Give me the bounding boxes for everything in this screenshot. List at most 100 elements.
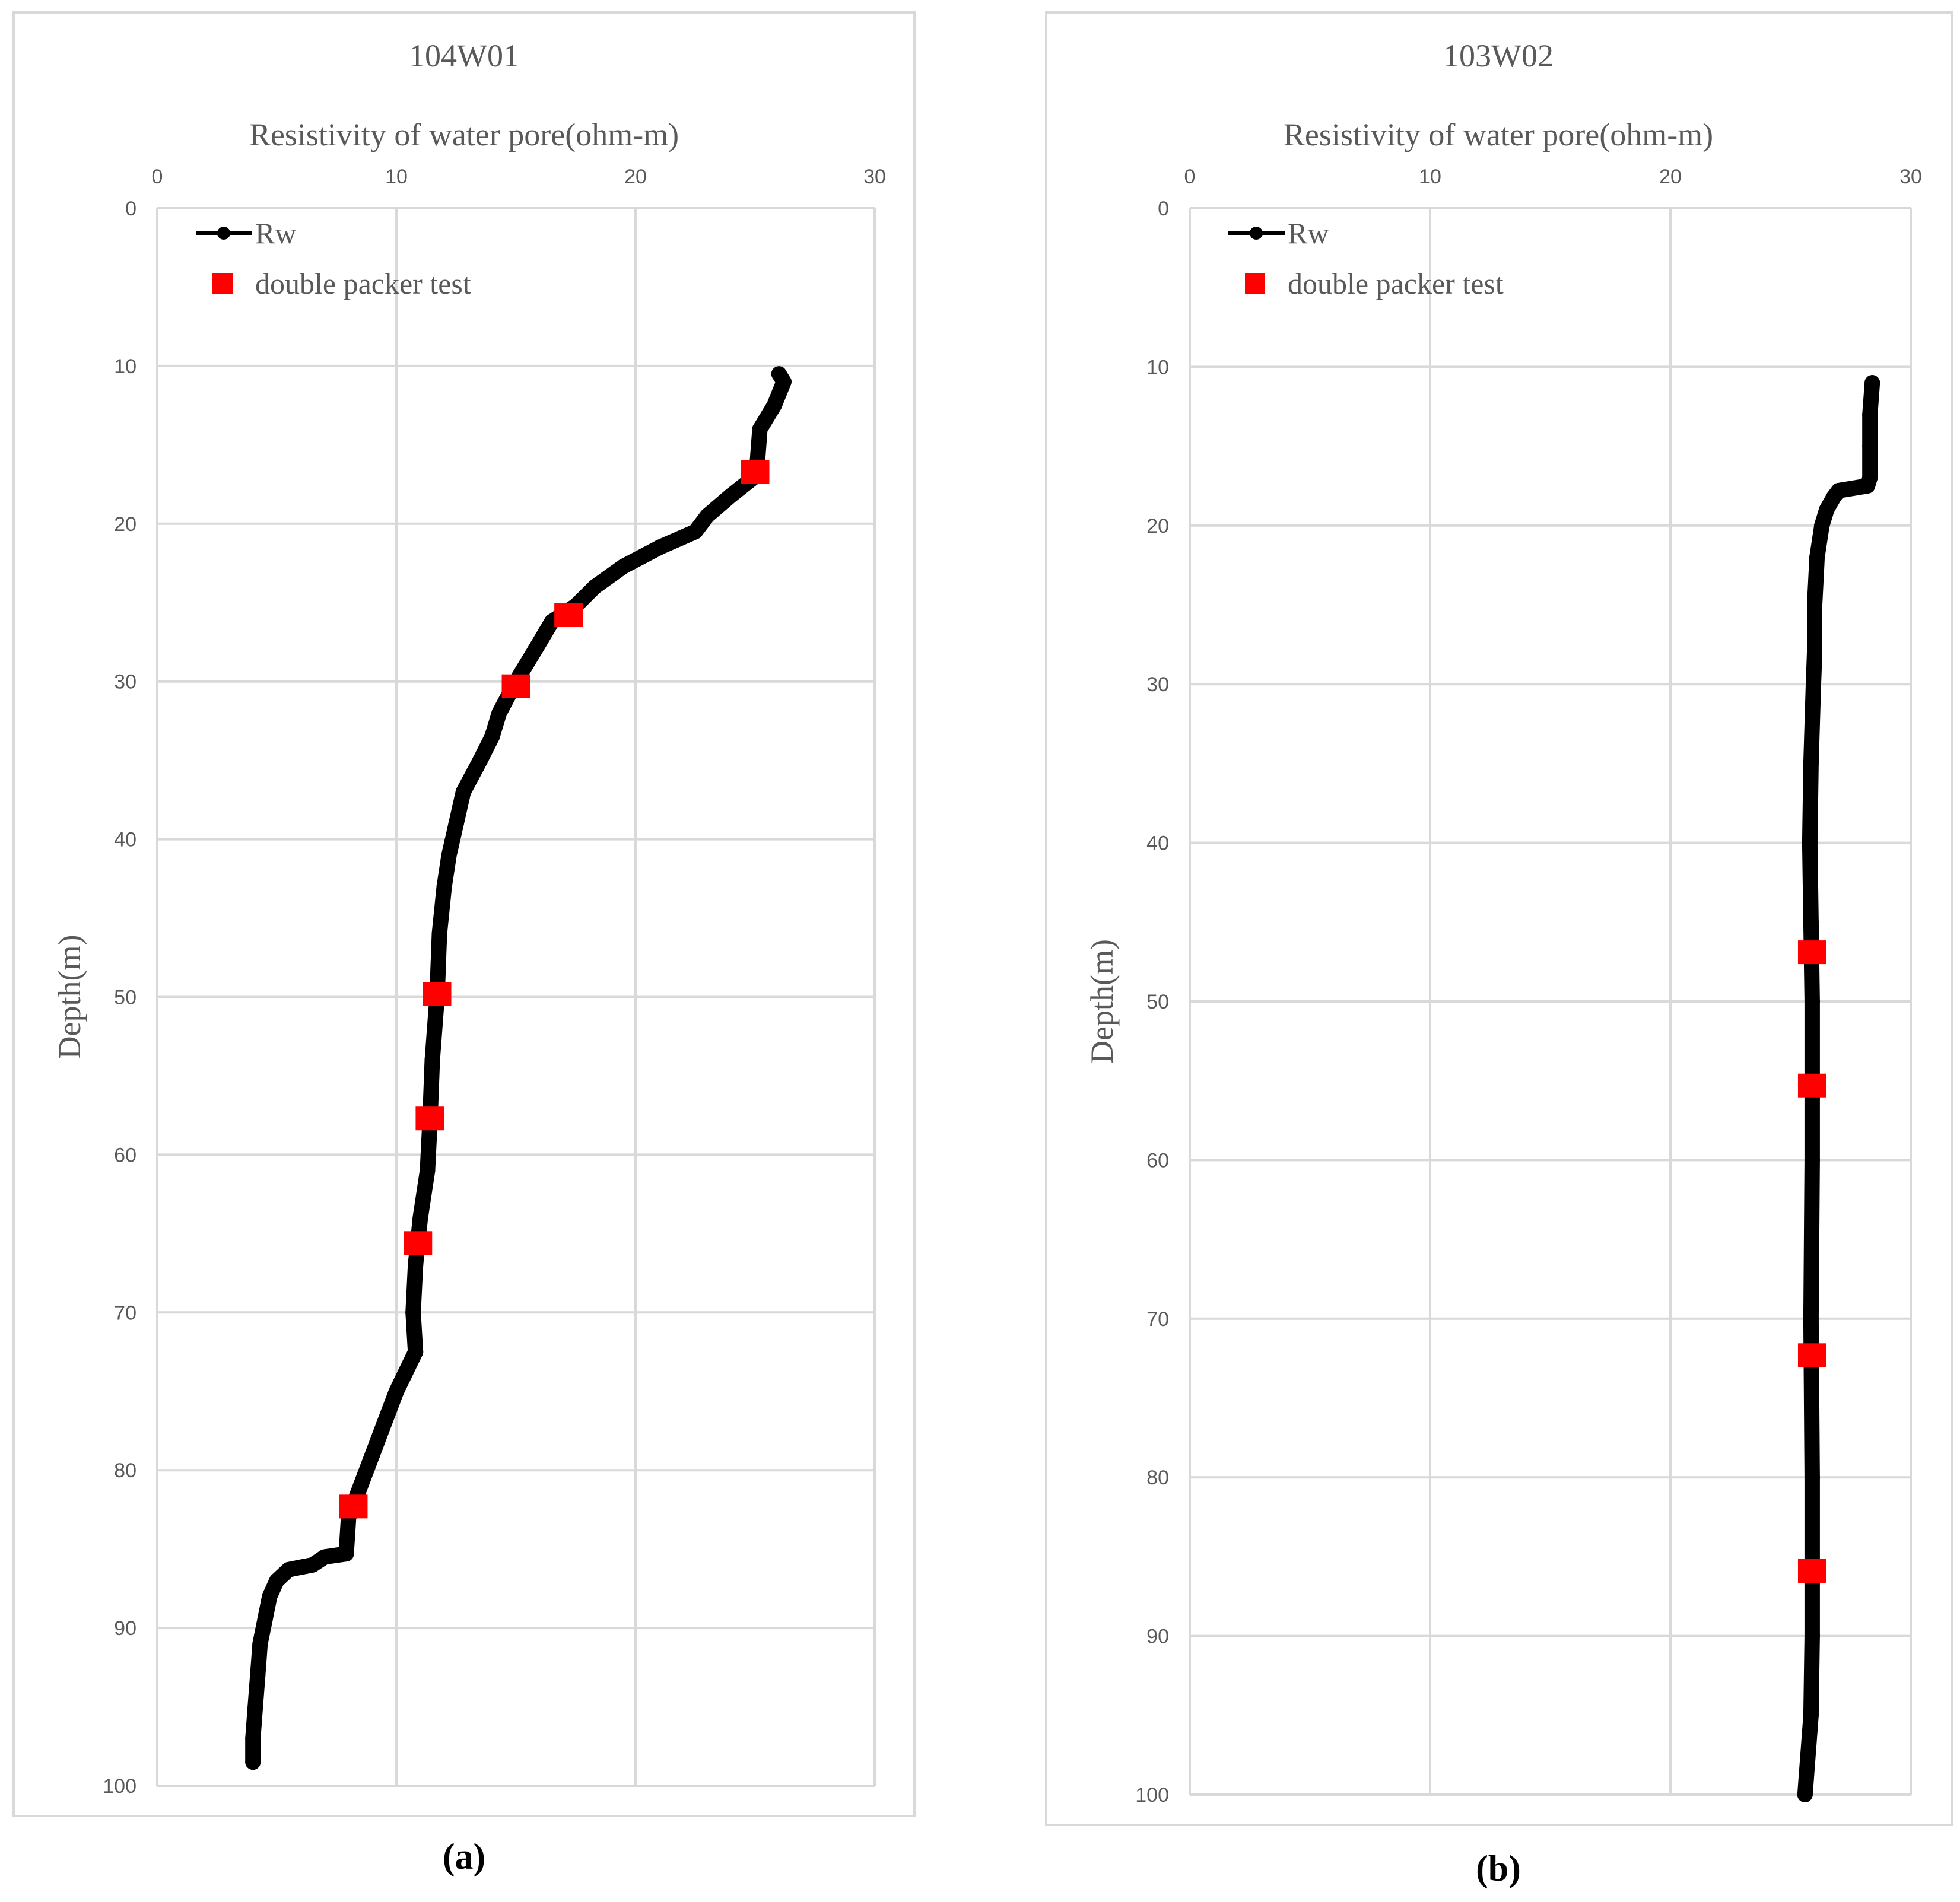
rw-point bbox=[491, 705, 507, 721]
y-tick-label: 20 bbox=[114, 513, 136, 536]
y-tick-label: 80 bbox=[1146, 1467, 1169, 1489]
rw-point bbox=[615, 558, 631, 574]
y-tick-label: 40 bbox=[114, 829, 136, 851]
rw-point bbox=[1814, 517, 1830, 533]
rw-point bbox=[699, 508, 715, 524]
x-tick-label: 20 bbox=[624, 166, 647, 188]
x-axis-label: Resistivity of water pore(ohm-m) bbox=[1284, 117, 1713, 152]
y-tick-label: 30 bbox=[114, 671, 136, 694]
rw-point bbox=[338, 1546, 354, 1562]
y-tick-label: 60 bbox=[114, 1144, 136, 1166]
rw-point bbox=[484, 729, 500, 745]
rw-point bbox=[1805, 676, 1821, 692]
rw-point bbox=[472, 752, 488, 768]
x-tick-label: 10 bbox=[385, 166, 408, 188]
packer-test-marker bbox=[339, 1494, 368, 1519]
packer-test-marker bbox=[741, 460, 770, 484]
y-tick-label: 70 bbox=[114, 1302, 136, 1324]
x-tick-label: 0 bbox=[1184, 166, 1196, 188]
y-tick-label: 90 bbox=[1146, 1626, 1169, 1648]
x-tick-label: 30 bbox=[863, 166, 886, 188]
rw-point bbox=[1804, 1470, 1820, 1486]
chart-panel-1: 104W01 Resistivity of water pore(ohm-m) De… bbox=[12, 11, 916, 1877]
rw-point bbox=[424, 1052, 440, 1068]
rw-point bbox=[317, 1549, 333, 1565]
rw-point bbox=[723, 487, 739, 503]
legend-rw-marker-icon bbox=[217, 227, 230, 240]
y-tick-label: 30 bbox=[1146, 673, 1169, 696]
y-tick-label: 0 bbox=[1158, 198, 1169, 220]
legend-packer-label: double packer test bbox=[255, 267, 471, 300]
rw-point bbox=[420, 1162, 436, 1178]
rw-point bbox=[1864, 375, 1880, 391]
rw-point bbox=[408, 1344, 424, 1360]
figure-caption: (a) bbox=[443, 1837, 485, 1877]
x-tick-label: 0 bbox=[152, 166, 163, 188]
rw-point bbox=[412, 1210, 428, 1226]
legend-rw-label: Rw bbox=[255, 217, 296, 250]
rw-point bbox=[1862, 438, 1878, 454]
figure-caption: (b) bbox=[1476, 1849, 1521, 1889]
rw-point bbox=[766, 397, 782, 414]
rw-point bbox=[1819, 502, 1835, 518]
rw-point bbox=[587, 579, 603, 595]
packer-test-marker bbox=[501, 674, 530, 698]
rw-point bbox=[247, 1699, 263, 1715]
rw-point bbox=[441, 847, 457, 863]
rw-point bbox=[436, 879, 452, 895]
y-axis-label: Depth(m) bbox=[1084, 939, 1120, 1064]
rw-point bbox=[408, 1257, 424, 1273]
rw-point bbox=[1803, 755, 1819, 771]
rw-point bbox=[1809, 549, 1825, 565]
packer-test-marker bbox=[404, 1231, 433, 1255]
rw-point bbox=[752, 421, 768, 437]
rw-point bbox=[376, 1415, 392, 1431]
rw-point bbox=[269, 1573, 285, 1589]
rw-point bbox=[527, 642, 543, 658]
rw-point bbox=[262, 1588, 278, 1604]
rw-point bbox=[1862, 406, 1878, 422]
packer-test-marker bbox=[1797, 940, 1826, 965]
x-axis-label: Resistivity of water pore(ohm-m) bbox=[249, 117, 679, 152]
rw-point bbox=[1807, 644, 1822, 660]
y-tick-label: 50 bbox=[1146, 991, 1169, 1013]
rw-point bbox=[1860, 478, 1876, 494]
rw-point bbox=[1803, 1311, 1819, 1327]
rw-point bbox=[652, 539, 668, 555]
x-tick-label: 10 bbox=[1419, 166, 1441, 188]
packer-test-marker bbox=[1797, 1559, 1826, 1583]
rw-point bbox=[455, 784, 471, 800]
rw-point bbox=[281, 1561, 297, 1577]
chart-title: 103W02 bbox=[1443, 38, 1554, 74]
rw-point bbox=[1803, 914, 1819, 930]
rw-point bbox=[250, 1667, 266, 1683]
rw-point bbox=[1804, 1628, 1820, 1644]
x-tick-label: 20 bbox=[1659, 166, 1682, 188]
rw-point bbox=[1807, 597, 1822, 613]
y-tick-label: 50 bbox=[114, 987, 136, 1009]
legend-packer-label: double packer test bbox=[1288, 267, 1504, 300]
rw-point bbox=[245, 1731, 261, 1747]
rw-point bbox=[245, 1754, 261, 1770]
packer-test-marker bbox=[554, 603, 583, 628]
chart-border bbox=[1045, 11, 1953, 1826]
rw-point bbox=[776, 374, 792, 390]
y-tick-label: 70 bbox=[1146, 1308, 1169, 1331]
rw-point bbox=[304, 1557, 320, 1573]
rw-point bbox=[1797, 1787, 1813, 1802]
y-tick-label: 10 bbox=[1146, 356, 1169, 379]
legend-rw-label: Rw bbox=[1288, 217, 1329, 250]
legend-rw-marker-icon bbox=[1250, 227, 1263, 240]
y-tick-label: 0 bbox=[125, 198, 136, 220]
chart-title: 104W01 bbox=[409, 38, 519, 74]
x-tick-label: 30 bbox=[1899, 166, 1922, 188]
chart-panel-2: 103W02 Resistivity of water pore(ohm-m) De… bbox=[1045, 11, 1953, 1889]
y-axis-label: Depth(m) bbox=[52, 935, 87, 1060]
y-tick-label: 100 bbox=[1135, 1784, 1169, 1806]
y-tick-label: 90 bbox=[114, 1617, 136, 1640]
rw-point bbox=[252, 1636, 268, 1652]
legend-packer-marker-icon bbox=[1245, 273, 1265, 294]
rw-point bbox=[1804, 1152, 1820, 1168]
rw-point bbox=[1826, 489, 1842, 505]
